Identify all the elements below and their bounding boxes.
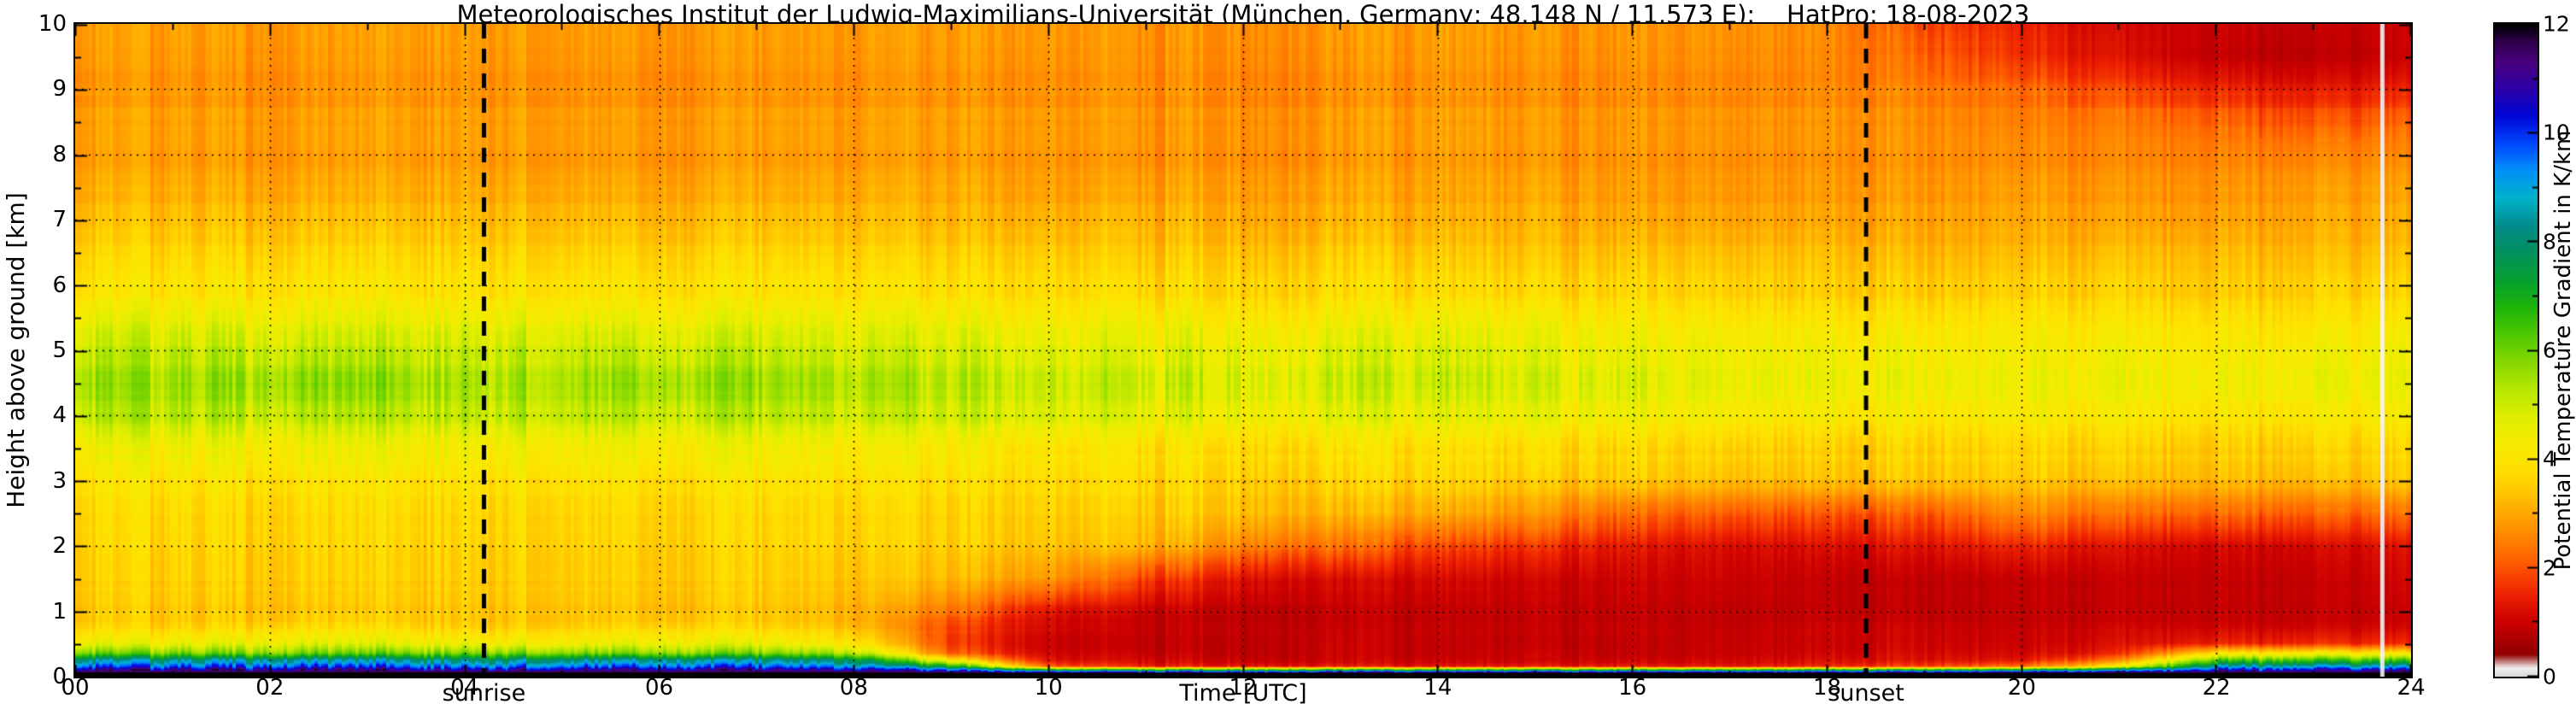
y-tick-label: 6 [52,272,67,298]
y-tick-label: 9 [52,76,67,103]
y-tick-label: 10 [38,11,67,37]
colorbar-tick-label: 0 [2543,664,2556,689]
x-tick-label: 12 [1229,675,1258,701]
x-tick-label: 00 [61,675,90,701]
x-tick-label: 24 [2397,675,2426,701]
heatmap-canvas [75,24,2411,677]
x-tick-label: 20 [2007,675,2036,701]
x-tick-label: 04 [450,675,479,701]
x-tick-label: 06 [644,675,674,701]
x-tick-label: 16 [1618,675,1647,701]
sunrise-label: sunrise [442,680,526,704]
x-tick-label: 08 [839,675,868,701]
colorbar-tick-label: 4 [2543,446,2556,472]
y-tick-label: 3 [52,467,67,494]
x-axis-label: Time [UTC] [1179,680,1307,704]
x-tick-label: 22 [2202,675,2231,701]
sunset-label: sunset [1828,680,1904,704]
x-tick-label: 14 [1423,675,1452,701]
x-tick-label: 10 [1034,675,1063,701]
colorbar-canvas [2495,24,2538,677]
y-tick-label: 2 [52,533,67,560]
colorbar-tick-label: 6 [2543,337,2556,363]
y-tick-label: 4 [52,402,67,429]
y-tick-label: 5 [52,337,67,363]
x-tick-label: 02 [255,675,285,701]
y-tick-label: 7 [52,207,67,233]
colorbar-tick-label: 12 [2543,11,2570,37]
y-tick-label: 1 [52,598,67,625]
y-tick-label: 0 [52,664,67,689]
colorbar-tick-label: 10 [2543,120,2570,145]
colorbar-tick-label: 8 [2543,229,2556,255]
x-tick-label: 18 [1812,675,1842,701]
colorbar-tick-label: 2 [2543,555,2556,581]
y-tick-label: 8 [52,141,67,167]
